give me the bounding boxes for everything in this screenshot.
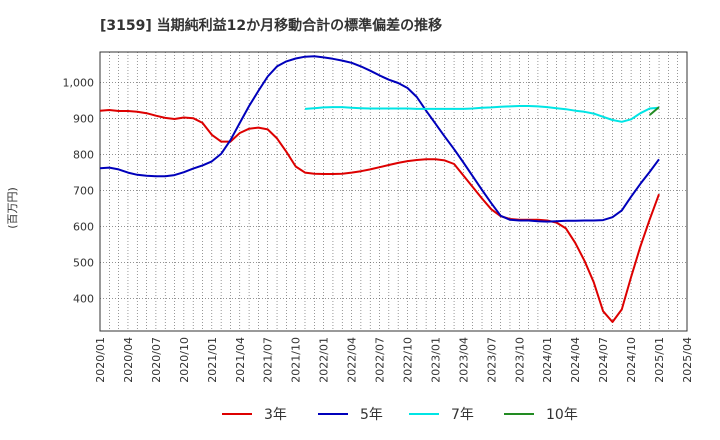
x-tick-label: 2022/07	[374, 337, 387, 383]
x-tick-label: 2021/04	[234, 337, 247, 383]
x-tick-label: 2023/10	[513, 337, 526, 383]
y-axis-label: (百万円)	[6, 187, 19, 229]
x-tick-label: 2022/10	[401, 337, 414, 383]
x-tick-label: 2020/01	[94, 337, 107, 383]
y-tick-label: 700	[73, 185, 94, 198]
y-tick-label: 600	[73, 221, 94, 234]
x-tick-label: 2024/04	[569, 337, 582, 383]
y-axis: 400 500 600 700 800 900 1,000	[63, 77, 95, 306]
legend-label: 5年	[360, 407, 383, 423]
y-tick-label: 800	[73, 149, 94, 162]
x-tick-label: 2020/04	[122, 337, 135, 383]
grid-lines	[100, 52, 687, 331]
x-tick-label: 2021/07	[262, 337, 275, 383]
x-tick-label: 2024/10	[625, 337, 638, 383]
y-tick-label: 500	[73, 257, 94, 270]
x-tick-label: 2021/10	[290, 337, 303, 383]
x-tick-label: 2020/07	[150, 337, 163, 383]
series-line-7年	[304, 105, 660, 123]
x-axis: 2020/01 2020/04 2020/07 2020/10 2021/01 2021/…	[94, 337, 694, 383]
x-tick-label: 2025/01	[653, 337, 666, 383]
x-tick-label: 2020/10	[178, 337, 191, 383]
chart-title: [3159] 当期純利益12か月移動合計の標準偏差の推移	[100, 17, 442, 34]
x-tick-label: 2021/01	[206, 337, 219, 383]
series-line-10年	[649, 106, 660, 116]
plot-area	[99, 51, 688, 332]
series-lines	[99, 55, 660, 323]
x-tick-label: 2024/01	[541, 337, 554, 383]
legend-label: 3年	[264, 407, 287, 423]
x-tick-label: 2025/04	[681, 337, 694, 383]
x-tick-label: 2023/07	[485, 337, 498, 383]
x-tick-label: 2022/04	[346, 337, 359, 383]
y-tick-label: 1,000	[63, 77, 95, 90]
x-tick-label: 2022/01	[318, 337, 331, 383]
x-tick-label: 2024/07	[597, 337, 610, 383]
legend-label: 10年	[546, 407, 578, 423]
series-line-3年	[99, 109, 660, 323]
x-tick-label: 2023/04	[457, 337, 470, 383]
y-tick-label: 900	[73, 113, 94, 126]
x-tick-label: 2023/01	[429, 337, 442, 383]
series-line-5年	[99, 55, 660, 223]
y-tick-label: 400	[73, 293, 94, 306]
legend-label: 7年	[451, 407, 474, 423]
legend: 3年 5年 7年 10年	[222, 407, 578, 423]
